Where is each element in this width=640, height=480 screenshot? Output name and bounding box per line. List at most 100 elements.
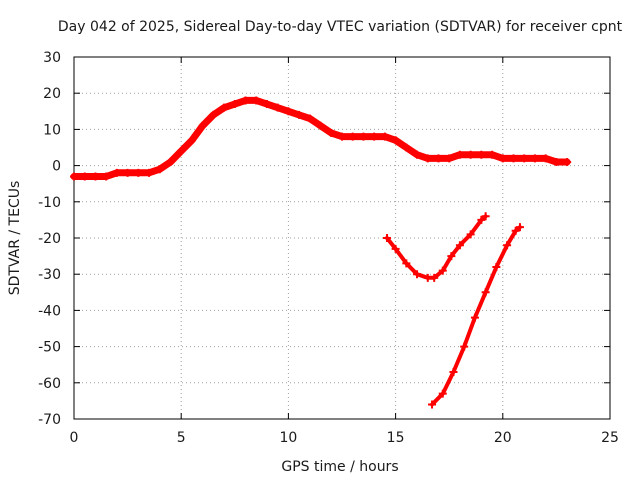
y-tick-label: -10 — [38, 195, 61, 211]
data-point — [511, 226, 520, 235]
data-point — [509, 154, 518, 163]
data-point — [348, 132, 357, 141]
data-point — [80, 172, 89, 181]
x-tick-label: 15 — [387, 430, 405, 446]
data-point — [134, 168, 143, 177]
y-axis-title: SDTVAR / TECUs — [7, 181, 23, 296]
x-tick-labels: 0 5 10 15 20 25 — [70, 430, 619, 446]
data-point — [284, 107, 293, 116]
data-point — [530, 154, 539, 163]
data-point — [252, 96, 261, 105]
data-point — [470, 313, 479, 322]
data-point — [520, 154, 529, 163]
data-point — [123, 168, 132, 177]
data-point — [402, 143, 411, 152]
data-point — [455, 150, 464, 159]
data-point — [460, 342, 469, 351]
data-point — [102, 172, 111, 181]
y-tick-label: -50 — [38, 340, 61, 356]
data-point — [481, 212, 490, 221]
y-tick-label: -40 — [38, 303, 61, 319]
x-tick-label: 0 — [70, 430, 79, 446]
series-1 — [70, 96, 572, 181]
data-point — [477, 215, 486, 224]
y-tick-label: 10 — [43, 122, 61, 138]
series-3 — [428, 223, 524, 409]
data-point — [295, 110, 304, 119]
data-point — [515, 223, 524, 232]
data-point — [112, 168, 121, 177]
data-point — [503, 241, 512, 250]
data-point — [220, 103, 229, 112]
x-axis-title: GPS time / hours — [281, 459, 398, 475]
data-point — [230, 100, 239, 109]
data-point — [327, 129, 336, 138]
data-point — [91, 172, 100, 181]
data-point — [455, 241, 464, 250]
data-point — [370, 132, 379, 141]
x-tick-label: 5 — [177, 430, 186, 446]
data-point — [359, 132, 368, 141]
y-tick-label: 30 — [43, 50, 61, 66]
data-point — [380, 132, 389, 141]
y-tick-label: -70 — [38, 412, 61, 428]
data-point — [338, 132, 346, 141]
data-point — [383, 234, 392, 242]
data-point — [488, 150, 497, 159]
series-2 — [383, 212, 490, 282]
data-point — [70, 172, 78, 181]
series-line — [70, 96, 571, 180]
data-point — [430, 273, 439, 282]
data-point — [413, 150, 422, 159]
data-point — [155, 165, 164, 174]
x-tick-label: 20 — [494, 430, 512, 446]
data-point — [449, 367, 458, 376]
data-point — [305, 114, 314, 123]
data-point — [492, 262, 501, 271]
data-point — [391, 136, 400, 145]
data-point — [438, 389, 447, 398]
axis-ticks — [73, 56, 611, 420]
data-point — [438, 266, 447, 275]
data-point — [187, 136, 196, 145]
grid-lines — [74, 57, 610, 419]
chart-title: Day 042 of 2025, Sidereal Day-to-day VTE… — [58, 19, 623, 35]
data-point — [391, 244, 400, 253]
data-point — [177, 147, 186, 156]
data-point — [447, 252, 456, 261]
data-point — [423, 154, 432, 163]
y-tick-label: 0 — [52, 159, 61, 175]
x-tick-label: 25 — [601, 430, 619, 446]
data-point — [198, 121, 207, 130]
data-point — [445, 154, 454, 163]
data-point — [434, 154, 443, 163]
data-point — [316, 121, 325, 130]
data-point — [563, 157, 572, 166]
data-point — [241, 96, 250, 105]
y-tick-label: 20 — [43, 86, 61, 102]
y-tick-label: -60 — [38, 376, 61, 392]
data-point — [481, 288, 490, 297]
series-line — [385, 214, 488, 280]
data-point — [498, 154, 507, 163]
data-point — [166, 157, 175, 166]
data-point — [262, 100, 271, 109]
y-tick-label: -30 — [38, 267, 61, 283]
y-tick-label: -20 — [38, 231, 61, 247]
data-series — [70, 96, 572, 409]
data-point — [466, 150, 475, 159]
y-tick-labels: 30 20 10 0 -10 -20 -30 -40 -50 -60 -70 — [38, 50, 61, 428]
data-point — [273, 103, 282, 112]
data-point — [541, 154, 550, 163]
data-point — [402, 259, 411, 268]
data-point — [477, 150, 486, 159]
data-point — [145, 168, 154, 177]
data-point — [413, 270, 422, 279]
data-point — [428, 400, 437, 409]
series-line — [430, 225, 522, 407]
x-tick-label: 10 — [279, 430, 297, 446]
data-point — [552, 157, 561, 166]
data-point — [466, 230, 475, 239]
data-point — [209, 110, 218, 119]
